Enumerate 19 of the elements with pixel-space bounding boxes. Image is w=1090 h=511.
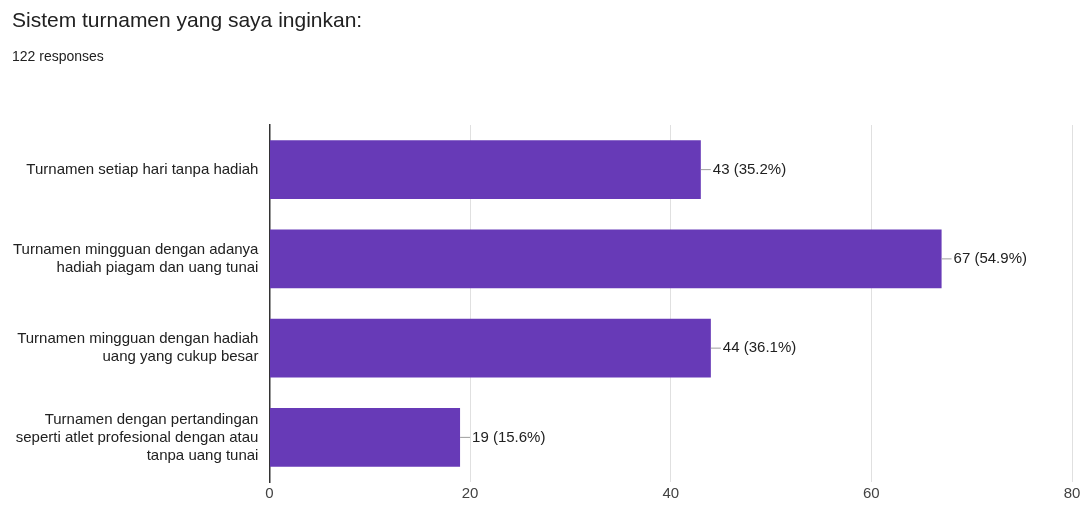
- y-tick-label: Turnamen mingguan dengan hadiah uang yang cukup besar: [17, 329, 259, 365]
- y-tick-label: Turnamen mingguan dengan adanya hadiah piagam dan uang tunai: [12, 240, 260, 276]
- x-tick-label: 60: [863, 484, 880, 502]
- bar: [269, 140, 701, 200]
- data-label: 67 (54.9%): [953, 249, 1027, 267]
- x-tick-label: 0: [265, 484, 274, 502]
- x-tick-label: 40: [662, 484, 680, 502]
- y-tick-label: Turnamen dengan pertandingan seperti atlet profesional dengan atau tanpa uang tunai: [15, 409, 259, 463]
- text: 122 responses: [12, 48, 104, 64]
- y-tick-label: Turnamen setiap hari tanpa hadiah: [26, 159, 259, 177]
- x-tick-label: 20: [461, 484, 479, 502]
- data-label: 44 (36.1%): [722, 338, 797, 356]
- data-label: 19 (15.6%): [472, 427, 546, 445]
- data-label: 43 (35.2%): [712, 159, 787, 177]
- chart-title: Sistem turnamen yang saya inginkan:: [12, 8, 363, 32]
- bar: [269, 407, 461, 467]
- bar: [269, 229, 942, 289]
- bar: [269, 318, 711, 378]
- x-tick-label: 80: [1063, 484, 1081, 502]
